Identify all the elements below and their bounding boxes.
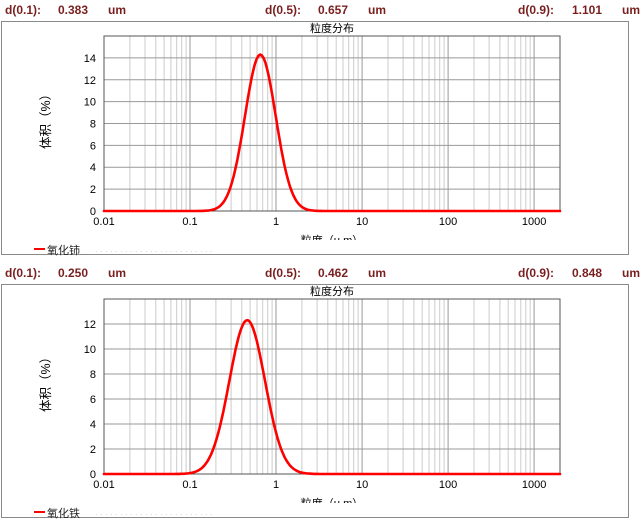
svg-text:0.1: 0.1 (182, 479, 197, 491)
svg-text:8: 8 (90, 119, 96, 131)
svg-text:10: 10 (84, 344, 96, 356)
svg-text:14: 14 (84, 53, 96, 65)
svg-text:粒度（μ m）: 粒度（μ m） (301, 233, 364, 240)
svg-text:8: 8 (90, 369, 96, 381)
svg-text:6: 6 (90, 140, 96, 152)
svg-text:1000: 1000 (522, 216, 546, 228)
svg-text:100: 100 (439, 479, 457, 491)
svg-text:粒度（μ m）: 粒度（μ m） (301, 496, 364, 503)
svg-text:12: 12 (84, 75, 96, 87)
svg-text:1000: 1000 (522, 479, 546, 491)
svg-text:2: 2 (90, 184, 96, 196)
svg-text:4: 4 (90, 162, 96, 174)
svg-text:12: 12 (84, 319, 96, 331)
svg-text:0.01: 0.01 (93, 216, 114, 228)
svg-text:粒度分布: 粒度分布 (310, 284, 354, 298)
svg-text:1: 1 (273, 479, 279, 491)
svg-text:10: 10 (84, 97, 96, 109)
svg-text:100: 100 (439, 216, 457, 228)
svg-text:1: 1 (273, 216, 279, 228)
svg-text:10: 10 (356, 479, 368, 491)
svg-text:6: 6 (90, 394, 96, 406)
svg-text:0.01: 0.01 (93, 479, 114, 491)
svg-text:4: 4 (90, 419, 96, 431)
svg-text:粒度分布: 粒度分布 (310, 21, 354, 35)
svg-text:10: 10 (356, 216, 368, 228)
svg-text:2: 2 (90, 444, 96, 456)
svg-text:0.1: 0.1 (182, 216, 197, 228)
